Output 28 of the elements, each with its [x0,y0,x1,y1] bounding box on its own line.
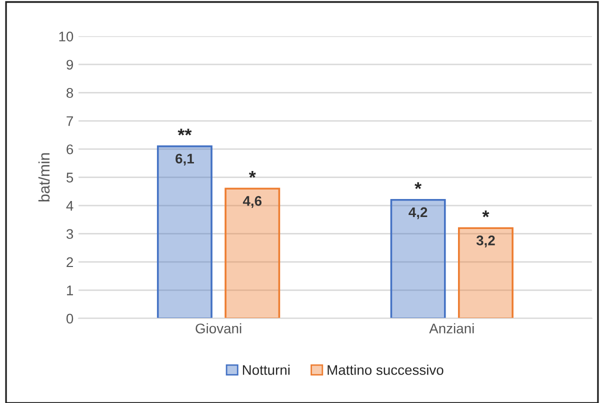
y-tick-label: 7 [66,116,73,126]
y-tick-label: 9 [66,60,73,70]
annotation: * [248,171,256,178]
data-label: 4,2 [408,207,428,220]
annotation: * [482,210,490,218]
y-tick-label: 2 [66,257,73,267]
y-tick-label: 5 [66,172,74,182]
y-tick-label: 6 [66,144,74,154]
x-tick-label: Anziani [429,323,474,334]
data-label: 6,1 [176,154,194,166]
y-tick-label: 0 [66,314,74,324]
x-tick-label: Giovani [196,323,242,334]
legend-label: Notturni [242,364,290,375]
bar [390,198,446,318]
y-tick-label: 3 [66,229,74,239]
bar [458,227,514,318]
bar [156,145,212,318]
annotation: ** [178,128,192,136]
y-tick-label: 1 [66,286,73,296]
y-tick-label: 4 [66,201,74,211]
y-axis-title: bat/min [38,153,50,202]
data-label: 3,2 [476,236,495,248]
legend-label: Mattino successivo [328,364,444,375]
y-tick-label: 8 [66,88,74,98]
y-tick-label: 10 [59,32,74,42]
data-label: 4,6 [242,196,262,208]
bar [224,188,280,318]
annotation: * [414,182,422,190]
